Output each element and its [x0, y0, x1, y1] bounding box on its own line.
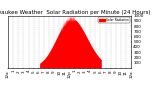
Legend: Solar Radiation: Solar Radiation	[98, 17, 130, 23]
Title: Milwaukee Weather  Solar Radiation per Minute (24 Hours): Milwaukee Weather Solar Radiation per Mi…	[0, 10, 150, 15]
